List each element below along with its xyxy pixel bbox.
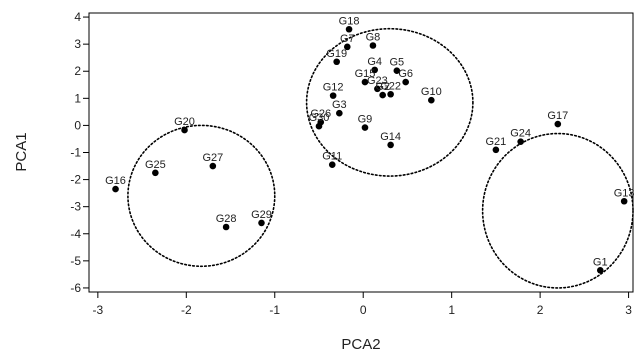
point-label: G5 <box>389 57 404 69</box>
data-point <box>258 219 265 227</box>
data-point <box>369 42 377 49</box>
data-point <box>374 85 381 93</box>
y-tick-label: -6 <box>70 281 81 295</box>
point-label: G9 <box>358 114 373 126</box>
data-point <box>361 78 369 86</box>
data-point <box>492 146 500 154</box>
data-point <box>181 126 188 134</box>
x-axis: -3 -2 -1 0 1 2 3 <box>93 292 632 317</box>
point-label: G24 <box>510 128 531 140</box>
data-points <box>112 25 628 274</box>
plot-frame <box>88 12 634 293</box>
point-label: G8 <box>366 32 381 44</box>
data-point <box>387 90 394 98</box>
point-label: G23 <box>367 75 388 87</box>
x-axis-title: PCA2 <box>341 336 380 353</box>
data-point <box>209 162 217 170</box>
data-point <box>517 138 524 145</box>
x-tick-label: -1 <box>269 303 280 317</box>
point-label: G3 <box>332 99 347 111</box>
data-point <box>596 267 604 274</box>
data-point <box>152 169 159 177</box>
point-label: G22 <box>380 80 401 92</box>
point-label: G13 <box>614 187 635 199</box>
data-point <box>112 185 119 193</box>
x-tick-label: 0 <box>360 303 367 317</box>
data-point <box>333 58 340 66</box>
cluster-ellipse <box>305 27 474 177</box>
data-point <box>387 141 394 149</box>
y-tick-label: -2 <box>70 173 81 187</box>
point-label: G12 <box>323 82 344 94</box>
point-labels: G1G13G17G24G21G10G14G9G11G30G26G3G12G15G… <box>105 15 634 268</box>
x-tick-label: -3 <box>93 303 104 317</box>
y-tick-label: -3 <box>70 200 81 214</box>
point-label: G11 <box>322 151 342 163</box>
data-point <box>554 120 562 128</box>
y-tick-label: -1 <box>70 146 81 160</box>
data-point <box>345 25 353 33</box>
point-label: G14 <box>380 131 401 143</box>
y-axis: 4 3 2 1 0 -1 -2 -3 -4 -5 -6 <box>70 10 89 295</box>
point-label: G4 <box>367 56 382 68</box>
point-label: G25 <box>145 159 166 171</box>
point-label: G19 <box>326 48 347 60</box>
y-tick-label: -5 <box>70 254 81 268</box>
point-label: G27 <box>202 152 223 164</box>
data-point <box>328 161 336 168</box>
y-tick-label: 4 <box>74 10 81 24</box>
cluster-ellipse <box>127 124 276 268</box>
x-tick-label: -2 <box>181 303 192 317</box>
data-point <box>361 124 369 131</box>
x-tick-label: 1 <box>448 303 455 317</box>
data-point <box>222 223 230 231</box>
data-point <box>317 118 325 126</box>
y-tick-label: -4 <box>70 227 81 241</box>
point-label: G1 <box>593 256 608 268</box>
data-point <box>371 66 379 74</box>
point-label: G10 <box>421 86 442 98</box>
y-tick-label: 0 <box>74 118 81 132</box>
point-label: G21 <box>485 136 506 148</box>
point-label: G15 <box>355 68 376 80</box>
point-label: G29 <box>251 209 272 221</box>
data-point <box>402 78 409 86</box>
point-label: G16 <box>105 175 126 187</box>
x-tick-label: 2 <box>537 303 544 317</box>
data-point <box>393 67 401 74</box>
data-point <box>379 91 386 99</box>
point-label: G18 <box>339 15 360 27</box>
y-tick-label: 3 <box>74 37 81 51</box>
data-point <box>343 43 351 51</box>
point-label: G20 <box>174 116 195 128</box>
data-point <box>329 92 337 99</box>
point-label: G17 <box>547 110 568 122</box>
data-point <box>620 197 628 205</box>
cluster-circles <box>127 27 634 289</box>
point-label: G7 <box>340 33 355 45</box>
point-label: G6 <box>398 68 413 80</box>
cluster-ellipse <box>481 132 634 289</box>
data-point <box>428 96 435 104</box>
point-label: G26 <box>310 108 331 120</box>
x-tick-label: 3 <box>625 303 632 317</box>
point-label: G28 <box>216 213 237 225</box>
y-tick-label: 2 <box>74 64 81 78</box>
y-tick-label: 1 <box>74 91 81 105</box>
point-label: G30 <box>309 112 330 124</box>
point-label: G2 <box>375 81 390 93</box>
data-point <box>336 109 343 117</box>
y-axis-title: PCA1 <box>13 132 30 171</box>
